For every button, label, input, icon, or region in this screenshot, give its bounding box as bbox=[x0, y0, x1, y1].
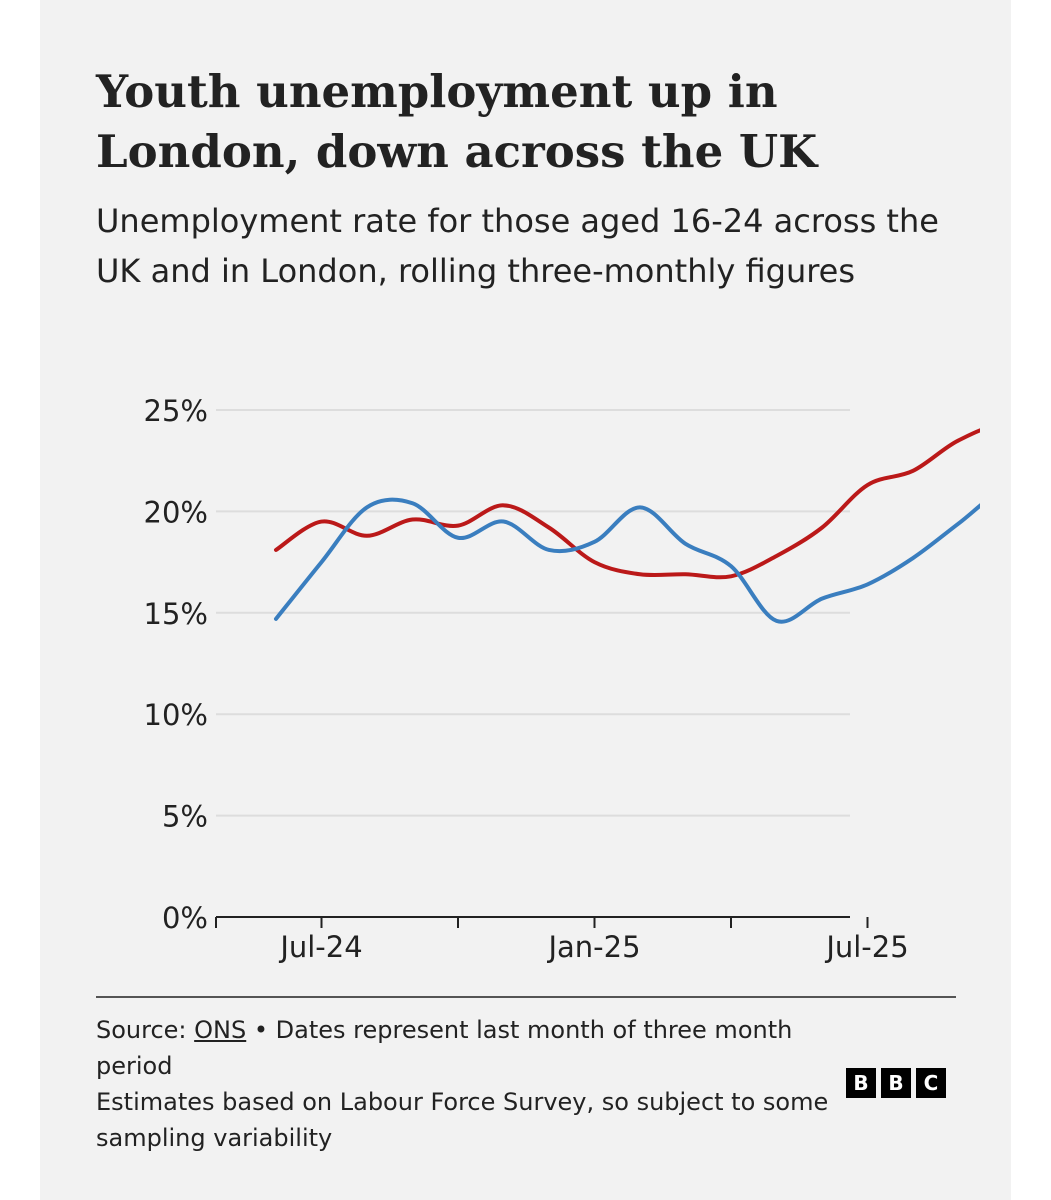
y-tick-label: 0% bbox=[162, 901, 208, 935]
x-tick-label: Jul-25 bbox=[824, 930, 908, 964]
source-label: Source: bbox=[96, 1016, 195, 1044]
y-tick-label: 5% bbox=[162, 800, 208, 834]
y-tick-label: 15% bbox=[144, 597, 208, 631]
chart-subtitle: Unemployment rate for those aged 16-24 a… bbox=[96, 202, 939, 290]
chart-title: Youth unemployment up in London, down ac… bbox=[96, 65, 818, 178]
logo-letter: C bbox=[916, 1068, 946, 1098]
y-axis-tick-labels: 0% 5% 10% 15% 20% 25% bbox=[144, 394, 208, 935]
series-line-london bbox=[274, 497, 980, 624]
x-tick-label: Jul-24 bbox=[278, 930, 362, 964]
logo-letter: B bbox=[846, 1068, 876, 1098]
y-tick-label: 10% bbox=[144, 698, 208, 732]
line-chart: 0%5%10%15%20%25% Jul-24Jan-25Jul-25Jan-2… bbox=[144, 394, 980, 964]
logo-letter: B bbox=[881, 1068, 911, 1098]
series-lines bbox=[274, 428, 980, 624]
series-line-uk bbox=[274, 428, 980, 580]
gridlines bbox=[216, 409, 850, 817]
bbc-logo: B B C bbox=[846, 1068, 946, 1098]
footer-divider bbox=[96, 996, 956, 998]
y-tick-label: 25% bbox=[144, 394, 208, 428]
chart-card: Youth unemployment up in London, down ac… bbox=[40, 0, 1011, 1200]
source-line: Source: ONS • Dates represent last month… bbox=[96, 1012, 836, 1084]
y-tick-label: 20% bbox=[144, 495, 208, 529]
sampling-note: Estimates based on Labour Force Survey, … bbox=[96, 1088, 829, 1152]
source-note: • Dates represent last month of three mo… bbox=[96, 1016, 793, 1080]
source-link[interactable]: ONS bbox=[194, 1016, 247, 1044]
chart-footer: Source: ONS • Dates represent last month… bbox=[96, 1012, 836, 1156]
x-tick-label: Jan-25 bbox=[546, 930, 640, 964]
